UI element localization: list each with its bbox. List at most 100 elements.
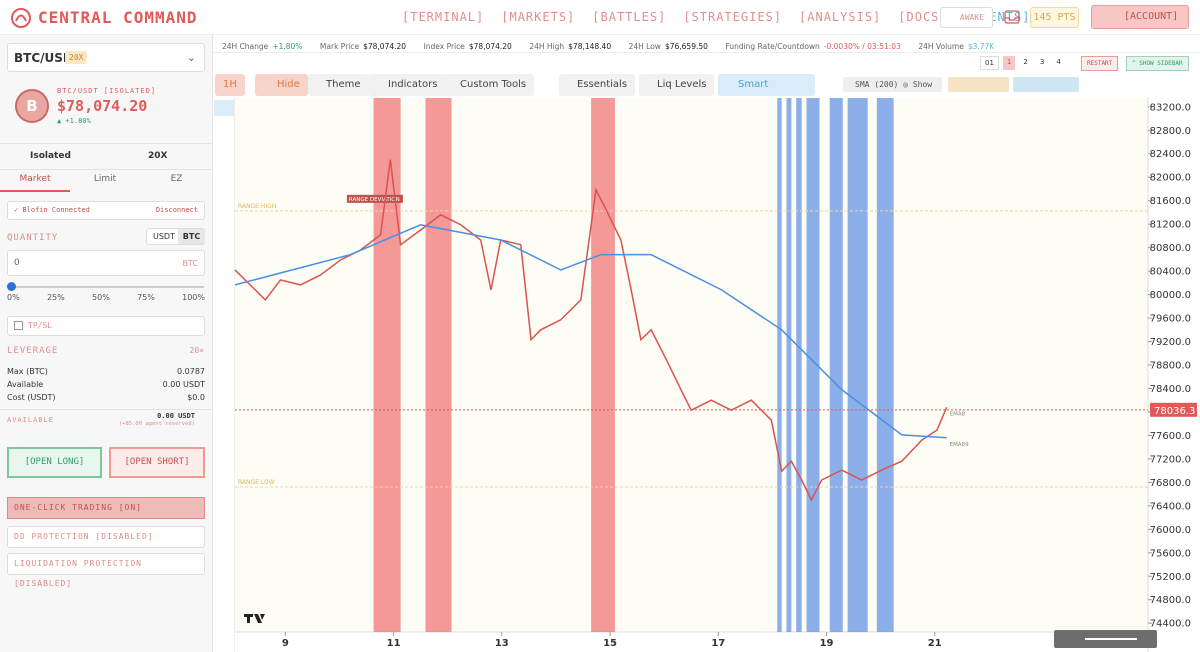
y-tick-label: 76000.0 xyxy=(1150,525,1191,536)
restart-button[interactable]: RESTART xyxy=(1081,56,1119,71)
liq-levels-button[interactable]: Liq Levels xyxy=(639,74,715,96)
layout[interactable]: 01 xyxy=(980,56,999,70)
highlight-zone xyxy=(777,98,782,632)
tab[interactable]: Limit xyxy=(93,174,117,184)
nav-item[interactable]: [MARKETS] xyxy=(501,10,576,24)
inbox-icon[interactable] xyxy=(1004,10,1020,24)
nav-item[interactable]: [STRATEGIES] xyxy=(683,10,783,24)
stat-label: 24H High xyxy=(529,42,565,51)
y-tick-label: 78800.0 xyxy=(1150,361,1191,372)
reference-label: RANGE LOW xyxy=(238,479,275,486)
y-tick-label: 79200.0 xyxy=(1150,337,1191,348)
indicators-button[interactable]: Indicators xyxy=(368,74,446,96)
indicator-tag[interactable]: SMA (200) ◎ Show xyxy=(843,77,942,92)
points: 145 PTS xyxy=(1030,7,1079,28)
slider-handle[interactable] xyxy=(7,282,16,291)
percent[interactable]: 25% xyxy=(46,293,65,302)
open-short-button[interactable]: [OPEN SHORT] xyxy=(109,447,205,478)
percent[interactable]: 100% xyxy=(182,293,205,302)
nav-item[interactable]: [BATTLES] xyxy=(592,10,667,24)
layout[interactable]: 4 xyxy=(1056,58,1061,66)
series-line xyxy=(234,159,948,502)
pair-select[interactable]: BTC/USD 20X ⌄ xyxy=(7,43,205,72)
stats-bar: 24H Change +1.80% Mark Price $78,074.20 In… xyxy=(222,39,1008,52)
unit-toggle: USDT BTC xyxy=(146,228,205,245)
price-chart: RANGE HIGH RANGE LOW RANGE DEVIATION EMA8 EM… xyxy=(234,97,1197,652)
indicator-tag[interactable] xyxy=(948,77,1009,92)
price: $78,074.20 xyxy=(57,97,148,115)
quantity-input[interactable]: 0 BTC xyxy=(7,250,205,276)
series-label: EMA89 xyxy=(950,442,969,448)
margin-mode[interactable]: Isolated xyxy=(30,151,71,161)
tab[interactable]: EZ xyxy=(170,174,183,184)
highlight-zone xyxy=(847,98,868,632)
layout[interactable]: 3 xyxy=(1039,58,1045,66)
logo: CENTRAL COMMAND xyxy=(38,8,198,27)
market-name: BTC/USDT [ISOLATED] xyxy=(57,87,157,95)
y-tick-label: 78400.0 xyxy=(1150,384,1191,395)
info-value: 0.00 USDT xyxy=(162,380,205,389)
x-tick-label: 15 xyxy=(603,638,617,649)
deviation-label: RANGE DEVIATION xyxy=(349,197,400,203)
indicator-action[interactable]: Show xyxy=(912,80,933,89)
theme-button[interactable]: Theme xyxy=(308,74,369,96)
connection-status: ✓ Blofin Connected xyxy=(14,206,90,214)
x-tick-label: 9 xyxy=(282,638,289,649)
account-button[interactable]: [ACCOUNT] xyxy=(1091,5,1189,29)
percent[interactable]: 50% xyxy=(92,293,110,302)
layout[interactable]: 1 xyxy=(1002,56,1016,70)
quantity-unit: BTC xyxy=(182,259,199,268)
stat-label: Index Price xyxy=(423,42,465,51)
nav-item[interactable]: [TERMINAL] xyxy=(402,10,485,24)
custom-tools-button[interactable]: Custom Tools xyxy=(442,74,535,96)
highlight-zone xyxy=(786,98,792,632)
series-label: EMA8 xyxy=(950,411,966,417)
avatar: B xyxy=(15,89,49,123)
indicator-name: SMA (200) xyxy=(855,80,899,89)
stat-label: 24H Volume xyxy=(918,42,964,51)
hide-button[interactable]: Hide xyxy=(255,74,308,96)
cursor-tool[interactable] xyxy=(214,100,234,116)
series-line xyxy=(234,223,947,439)
pair: BTC/USD xyxy=(14,51,73,65)
toggle[interactable]: LIQUIDATION PROTECTION [DISABLED] xyxy=(7,553,205,588)
disconnect[interactable]: Disconnect xyxy=(155,206,198,214)
stat-value: $78,148.40 xyxy=(568,42,612,51)
y-tick-label: 77600.0 xyxy=(1150,431,1191,442)
percent[interactable]: 75% xyxy=(137,293,155,302)
change: ▲ +1.80% xyxy=(57,117,91,125)
tpsl-box[interactable]: TP/SL xyxy=(7,316,205,336)
open-long-button[interactable]: [OPEN LONG] xyxy=(7,447,102,478)
stat-value: $3.77K xyxy=(967,42,995,51)
plot-background xyxy=(235,98,1148,632)
stat-label: 24H Change +1.80% xyxy=(222,42,302,51)
x-tick-label: 19 xyxy=(820,638,834,649)
stat-value: -0.0030% / 03:51:03 xyxy=(823,42,901,51)
toggle[interactable]: DD PROTECTION [DISABLED] xyxy=(7,526,205,548)
connection-box: ✓ Blofin Connected Disconnect xyxy=(7,201,205,220)
leverage-select[interactable]: 20X xyxy=(148,151,168,161)
highlight-zone xyxy=(591,98,615,632)
unit[interactable]: USDT xyxy=(153,232,175,241)
nav-item[interactable]: [DOCS] xyxy=(898,10,948,24)
nav-item[interactable]: [ANALYSIS] xyxy=(799,10,882,24)
x-tick-label: 11 xyxy=(387,638,401,649)
deviation-badge xyxy=(346,194,403,203)
highlight-zone xyxy=(373,98,401,632)
essentials-button[interactable]: Essentials xyxy=(559,74,636,96)
tab[interactable]: Market xyxy=(0,174,70,192)
indicator-tag[interactable] xyxy=(1013,77,1079,92)
timeframe[interactable]: 1H xyxy=(215,74,245,96)
x-tick-label: 17 xyxy=(711,638,725,649)
y-tick-label: 81200.0 xyxy=(1150,220,1191,231)
percent[interactable]: 0% xyxy=(7,293,20,302)
stat-value: $78,074.20 xyxy=(363,42,407,51)
y-tick-label: 74400.0 xyxy=(1150,619,1191,630)
unit[interactable]: BTC xyxy=(178,229,205,244)
show-sidebar-button[interactable]: ^ SHOW SIDEBAR xyxy=(1126,56,1189,71)
smart-overlays-button[interactable]: Smart Overlays xyxy=(718,74,815,112)
awake-button[interactable]: AWAKE xyxy=(940,7,993,28)
layout[interactable]: 2 xyxy=(1023,58,1028,66)
toggle[interactable]: ONE-CLICK TRADING [ON] xyxy=(7,497,205,519)
